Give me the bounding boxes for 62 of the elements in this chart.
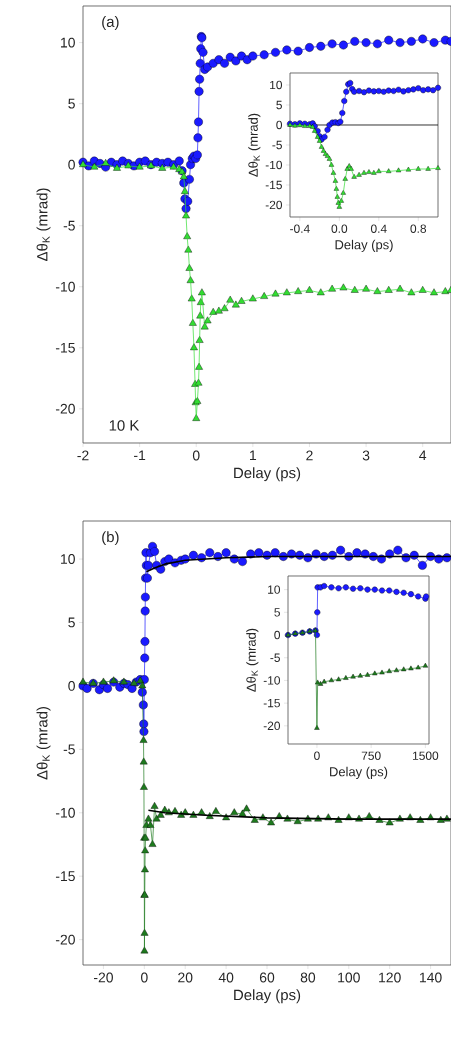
y-tick-label: 10: [61, 37, 75, 48]
x-axis-title: Delay (ps): [330, 766, 388, 779]
y-tick-label: -5: [63, 220, 75, 231]
y-tick-label: -10: [55, 807, 75, 818]
y-axis-title: Δθ$_{K}$ (mrad): [248, 113, 261, 177]
x-tick-label: 0: [192, 450, 200, 461]
y-tick-label: 5: [276, 100, 282, 110]
x-tick-label: -2: [77, 450, 89, 461]
y-tick-label: -5: [270, 653, 280, 662]
y-tick-label: -15: [55, 871, 75, 882]
y-tick-label: 10: [61, 554, 75, 564]
y-tick-label: -20: [263, 721, 281, 731]
annotation: (b): [102, 531, 119, 546]
y-tick-label: -20: [55, 934, 75, 945]
y-tick-label: -5: [63, 744, 75, 755]
y-tick-label: 10: [268, 585, 281, 594]
annotation: (a): [102, 16, 119, 30]
x-tick-label: 0.0: [331, 224, 348, 233]
x-tick-label: 4: [419, 450, 427, 461]
x-tick-label: 60: [259, 972, 275, 983]
x-tick-label: 0.4: [370, 224, 387, 233]
x-axis-title: Delay (ps): [234, 467, 301, 482]
y-tick-label: -15: [265, 180, 282, 190]
y-tick-label: 10: [270, 80, 283, 90]
x-tick-label: 100: [338, 972, 360, 983]
x-tick-label: 20: [178, 972, 193, 983]
annotation: 10 K: [109, 420, 140, 431]
x-tick-label: 80: [300, 972, 316, 983]
x-tick-label: 0: [141, 972, 148, 983]
y-tick-label: -5: [272, 140, 282, 150]
y-axis-title: Δθ$_{K}$ (mrad): [36, 188, 51, 262]
y-tick-label: 0: [274, 630, 281, 640]
x-tick-label: 2: [306, 450, 313, 461]
y-tick-label: -15: [55, 342, 75, 353]
x-tick-label: 120: [379, 972, 401, 983]
y-tick-label: -10: [55, 281, 75, 292]
x-tick-label: 40: [218, 972, 234, 983]
x-tick-label: 750: [361, 751, 381, 760]
x-tick-label: 0.8: [410, 224, 427, 233]
y-tick-label: -15: [263, 698, 280, 708]
x-tick-label: -0.4: [290, 224, 310, 233]
y-tick-label: 0: [276, 120, 283, 130]
x-tick-label: 1500: [413, 751, 439, 760]
y-tick-label: 5: [274, 608, 280, 617]
y-tick-label: 5: [68, 617, 75, 628]
y-axis-title: Δθ$_{K}$ (mrad): [36, 706, 51, 780]
y-tick-label: 5: [68, 98, 75, 109]
y-tick-label: 0: [68, 159, 75, 170]
x-axis-title: Delay (ps): [234, 989, 301, 1004]
x-tick-label: -20: [93, 972, 113, 983]
x-tick-label: 140: [419, 972, 442, 983]
y-tick-label: -10: [265, 160, 283, 170]
x-tick-label: 3: [362, 450, 370, 461]
x-tick-label: 1: [250, 450, 257, 461]
x-axis-title: Delay (ps): [335, 239, 393, 252]
y-tick-label: -20: [265, 200, 283, 210]
x-tick-label: 0: [314, 751, 320, 760]
y-tick-label: 0: [68, 680, 75, 691]
y-axis-title: Δθ$_{K}$ (mrad): [246, 628, 259, 692]
y-tick-label: -10: [263, 676, 281, 685]
y-tick-label: -20: [55, 403, 75, 414]
x-tick-label: -1: [134, 450, 146, 461]
